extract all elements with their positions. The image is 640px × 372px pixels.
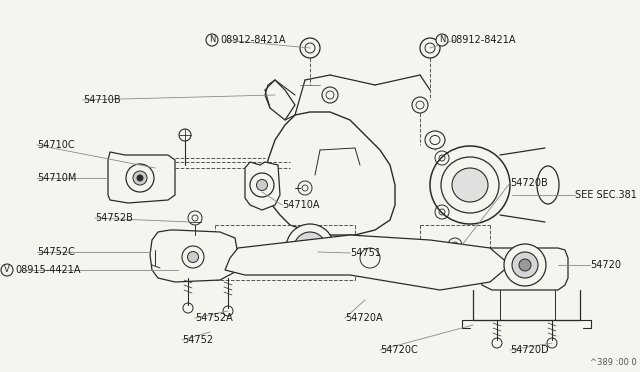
Polygon shape — [245, 162, 280, 210]
Text: 54720D: 54720D — [510, 345, 548, 355]
Ellipse shape — [430, 146, 510, 224]
Ellipse shape — [294, 232, 326, 264]
Ellipse shape — [133, 171, 147, 185]
Text: 54751: 54751 — [350, 248, 381, 258]
Ellipse shape — [441, 157, 499, 213]
Ellipse shape — [519, 259, 531, 271]
Text: 54710M: 54710M — [37, 173, 76, 183]
Text: 54720: 54720 — [590, 260, 621, 270]
Text: 54720A: 54720A — [345, 313, 383, 323]
Polygon shape — [225, 235, 510, 290]
Ellipse shape — [188, 251, 198, 263]
Text: 08915-4421A: 08915-4421A — [15, 265, 81, 275]
Text: 54710B: 54710B — [83, 95, 120, 105]
Ellipse shape — [257, 180, 268, 190]
Ellipse shape — [537, 166, 559, 204]
Text: 08912-8421A: 08912-8421A — [450, 35, 515, 45]
Ellipse shape — [286, 224, 334, 272]
Ellipse shape — [137, 175, 143, 181]
Text: V: V — [4, 266, 10, 275]
Circle shape — [206, 34, 218, 46]
Text: 08912-8421A: 08912-8421A — [220, 35, 285, 45]
Ellipse shape — [250, 173, 274, 197]
Ellipse shape — [504, 244, 546, 286]
Circle shape — [1, 264, 13, 276]
Text: 54752B: 54752B — [95, 213, 133, 223]
Text: ^389 :00 0: ^389 :00 0 — [590, 358, 637, 367]
Polygon shape — [108, 152, 175, 203]
Circle shape — [436, 34, 448, 46]
Text: 54720B: 54720B — [510, 178, 548, 188]
Text: 54710A: 54710A — [282, 200, 319, 210]
Text: 54710C: 54710C — [37, 140, 75, 150]
Polygon shape — [265, 80, 295, 120]
Polygon shape — [265, 112, 395, 235]
Ellipse shape — [302, 240, 318, 256]
Text: 54720C: 54720C — [380, 345, 418, 355]
Ellipse shape — [182, 246, 204, 268]
Text: 54752A: 54752A — [195, 313, 233, 323]
Ellipse shape — [126, 164, 154, 192]
Text: 54752C: 54752C — [37, 247, 75, 257]
Ellipse shape — [425, 131, 445, 149]
Text: SEE SEC.381: SEE SEC.381 — [575, 190, 637, 200]
Polygon shape — [150, 230, 238, 282]
Ellipse shape — [452, 168, 488, 202]
Text: N: N — [209, 35, 215, 45]
Ellipse shape — [512, 252, 538, 278]
Text: 54752: 54752 — [182, 335, 213, 345]
Polygon shape — [480, 248, 568, 290]
Text: N: N — [439, 35, 445, 45]
